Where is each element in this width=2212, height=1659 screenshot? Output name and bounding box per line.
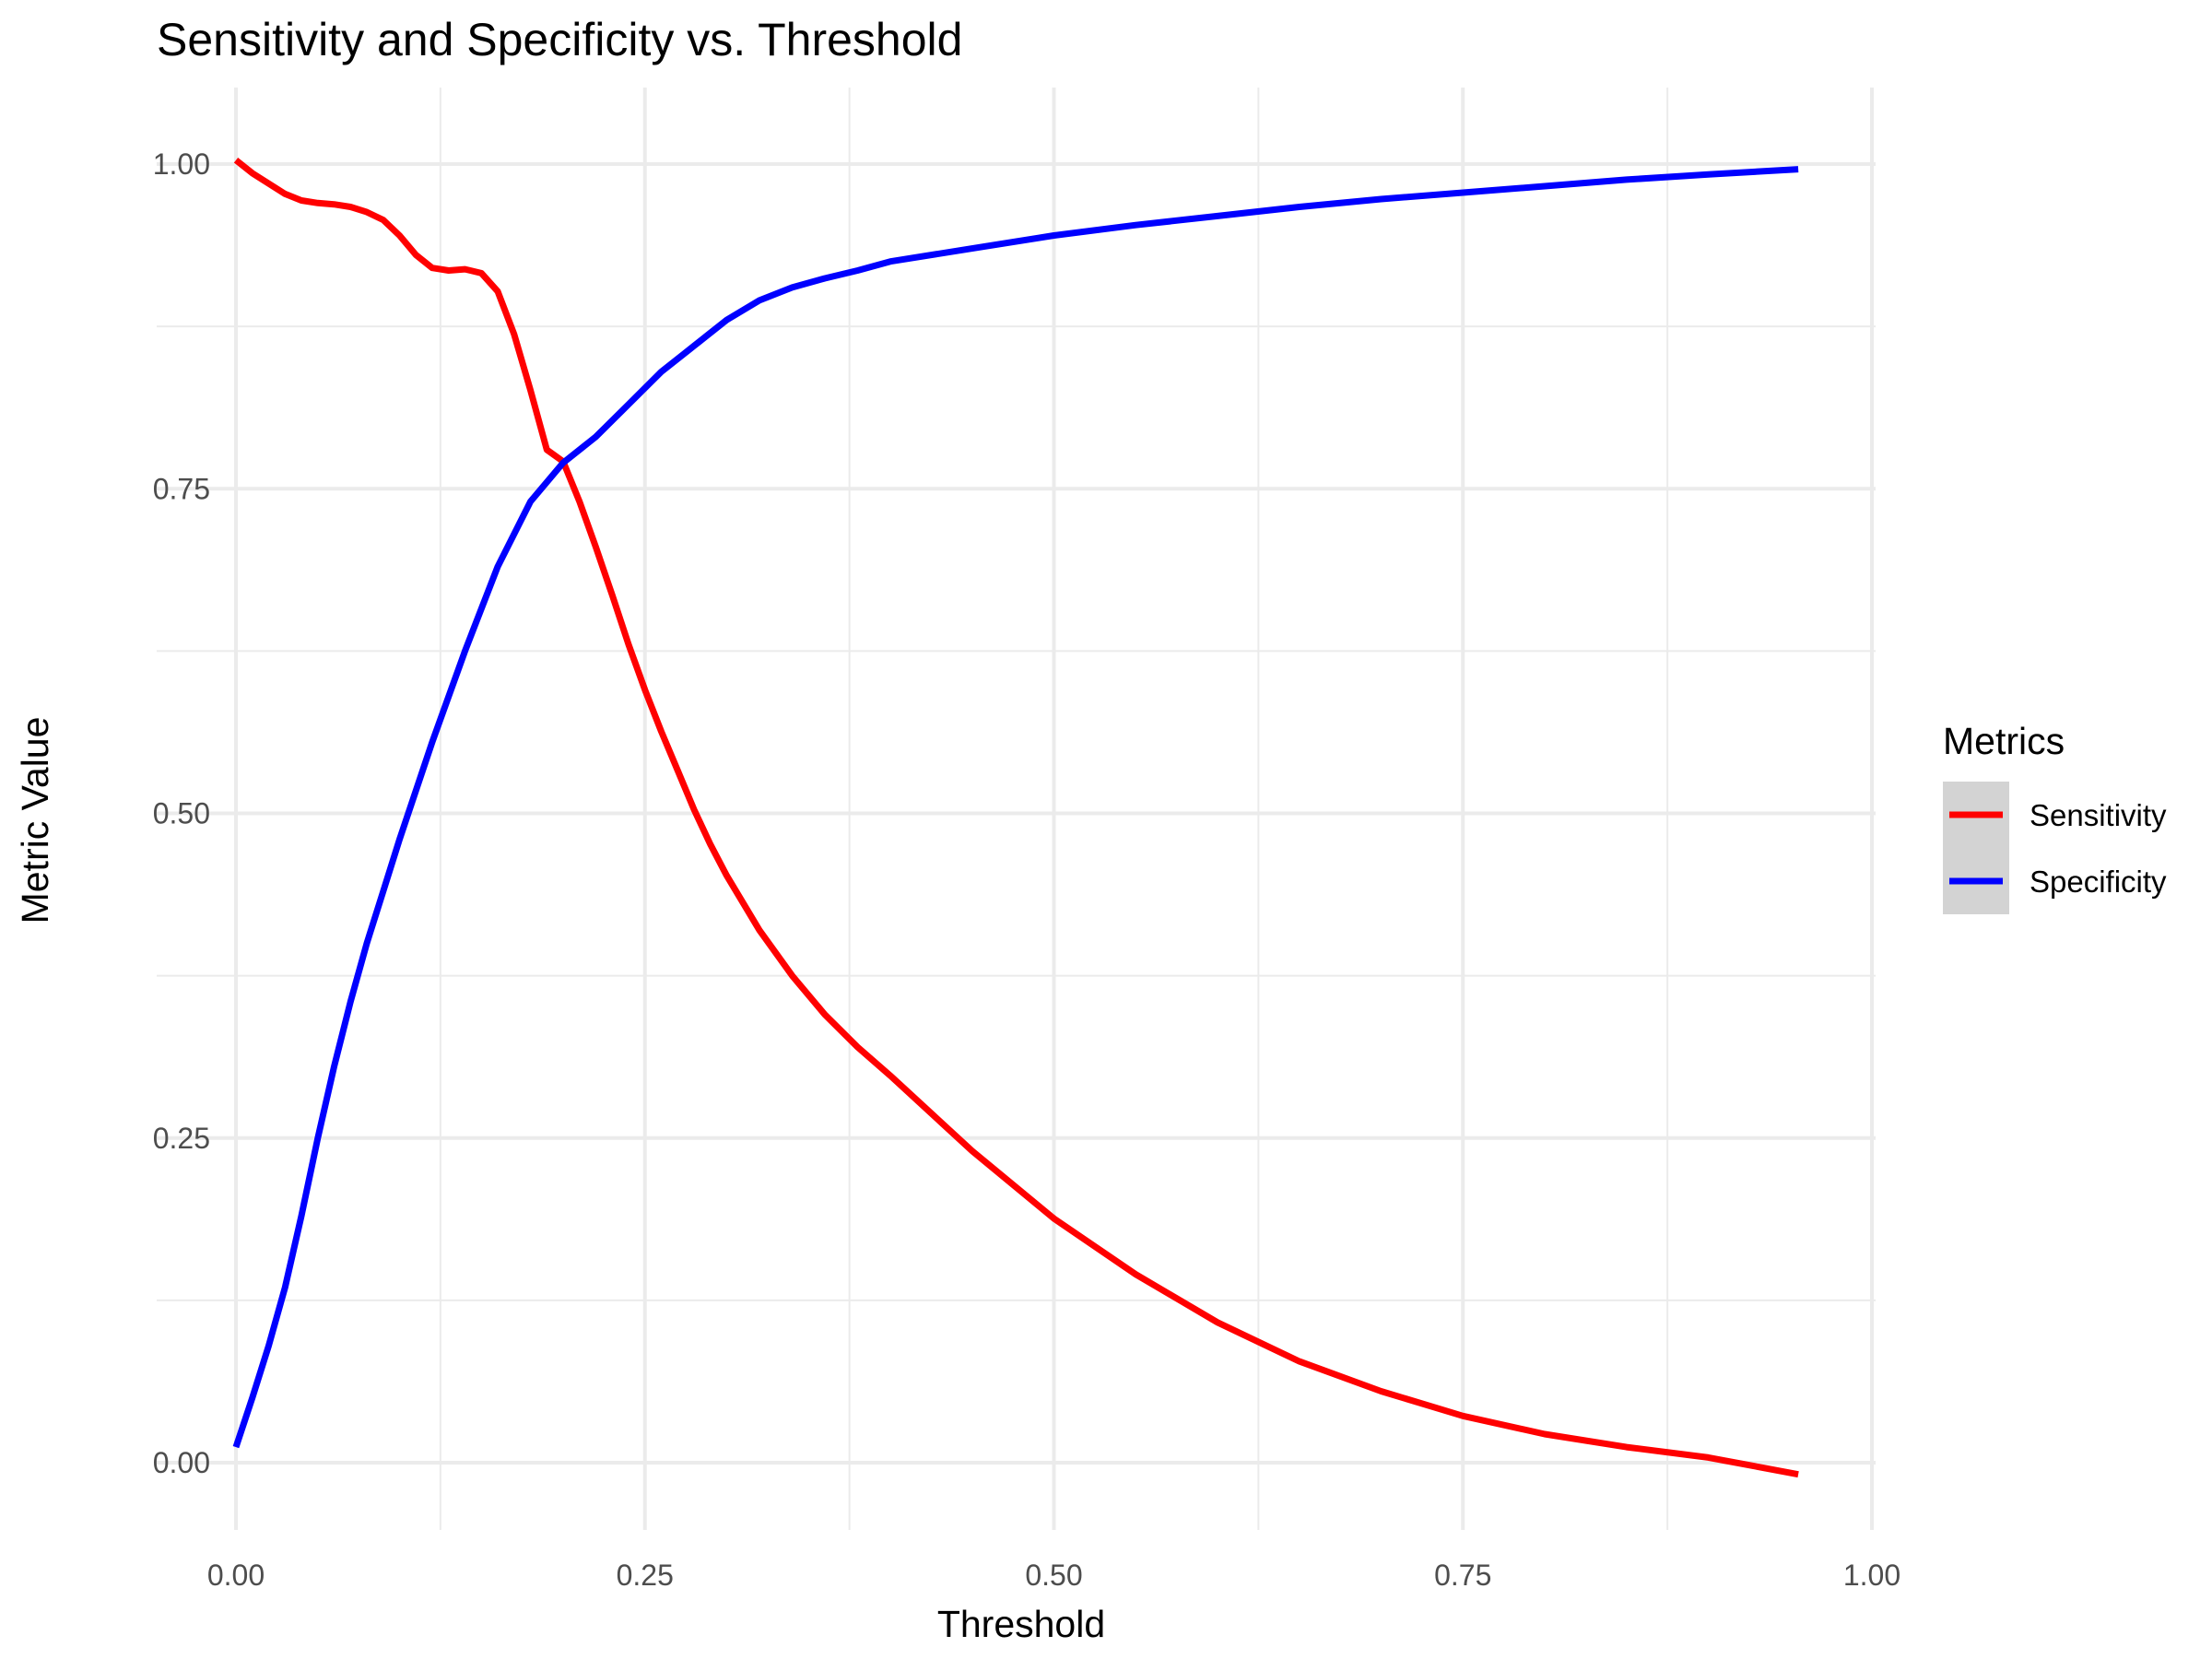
legend: Metrics Sensitivity Specificity [1943, 720, 2167, 914]
legend-label-specificity: Specificity [2030, 865, 2167, 899]
x-tick-label: 0.50 [1025, 1559, 1082, 1592]
y-tick-label: 1.00 [153, 147, 210, 181]
chart-title: Sensitivity and Specificity vs. Threshol… [157, 14, 962, 65]
y-tick-label: 0.75 [153, 472, 210, 505]
series-line-specificity [232, 166, 1799, 1449]
series-line-sensitivity [233, 158, 1799, 1478]
y-axis-title: Metric Value [14, 717, 56, 924]
y-tick-label: 0.50 [153, 797, 210, 830]
x-tick-label: 0.25 [617, 1559, 674, 1592]
x-tick-label: 0.00 [207, 1559, 265, 1592]
series-layer [232, 158, 1799, 1478]
grid [157, 88, 1876, 1530]
x-tick-label: 1.00 [1843, 1559, 1900, 1592]
x-tick-label: 0.75 [1434, 1559, 1491, 1592]
y-tick-label: 0.25 [153, 1122, 210, 1155]
y-tick-label: 0.00 [153, 1446, 210, 1479]
x-axis-ticks: 0.00 0.25 0.50 0.75 1.00 [207, 1559, 1900, 1592]
legend-label-sensitivity: Sensitivity [2030, 798, 2167, 832]
y-axis-ticks: 0.00 0.25 0.50 0.75 1.00 [153, 147, 210, 1479]
legend-items: Sensitivity Specificity [1949, 798, 2167, 899]
legend-title: Metrics [1943, 720, 2065, 762]
legend-key-background [1943, 782, 2009, 914]
x-axis-title: Threshold [937, 1603, 1105, 1645]
